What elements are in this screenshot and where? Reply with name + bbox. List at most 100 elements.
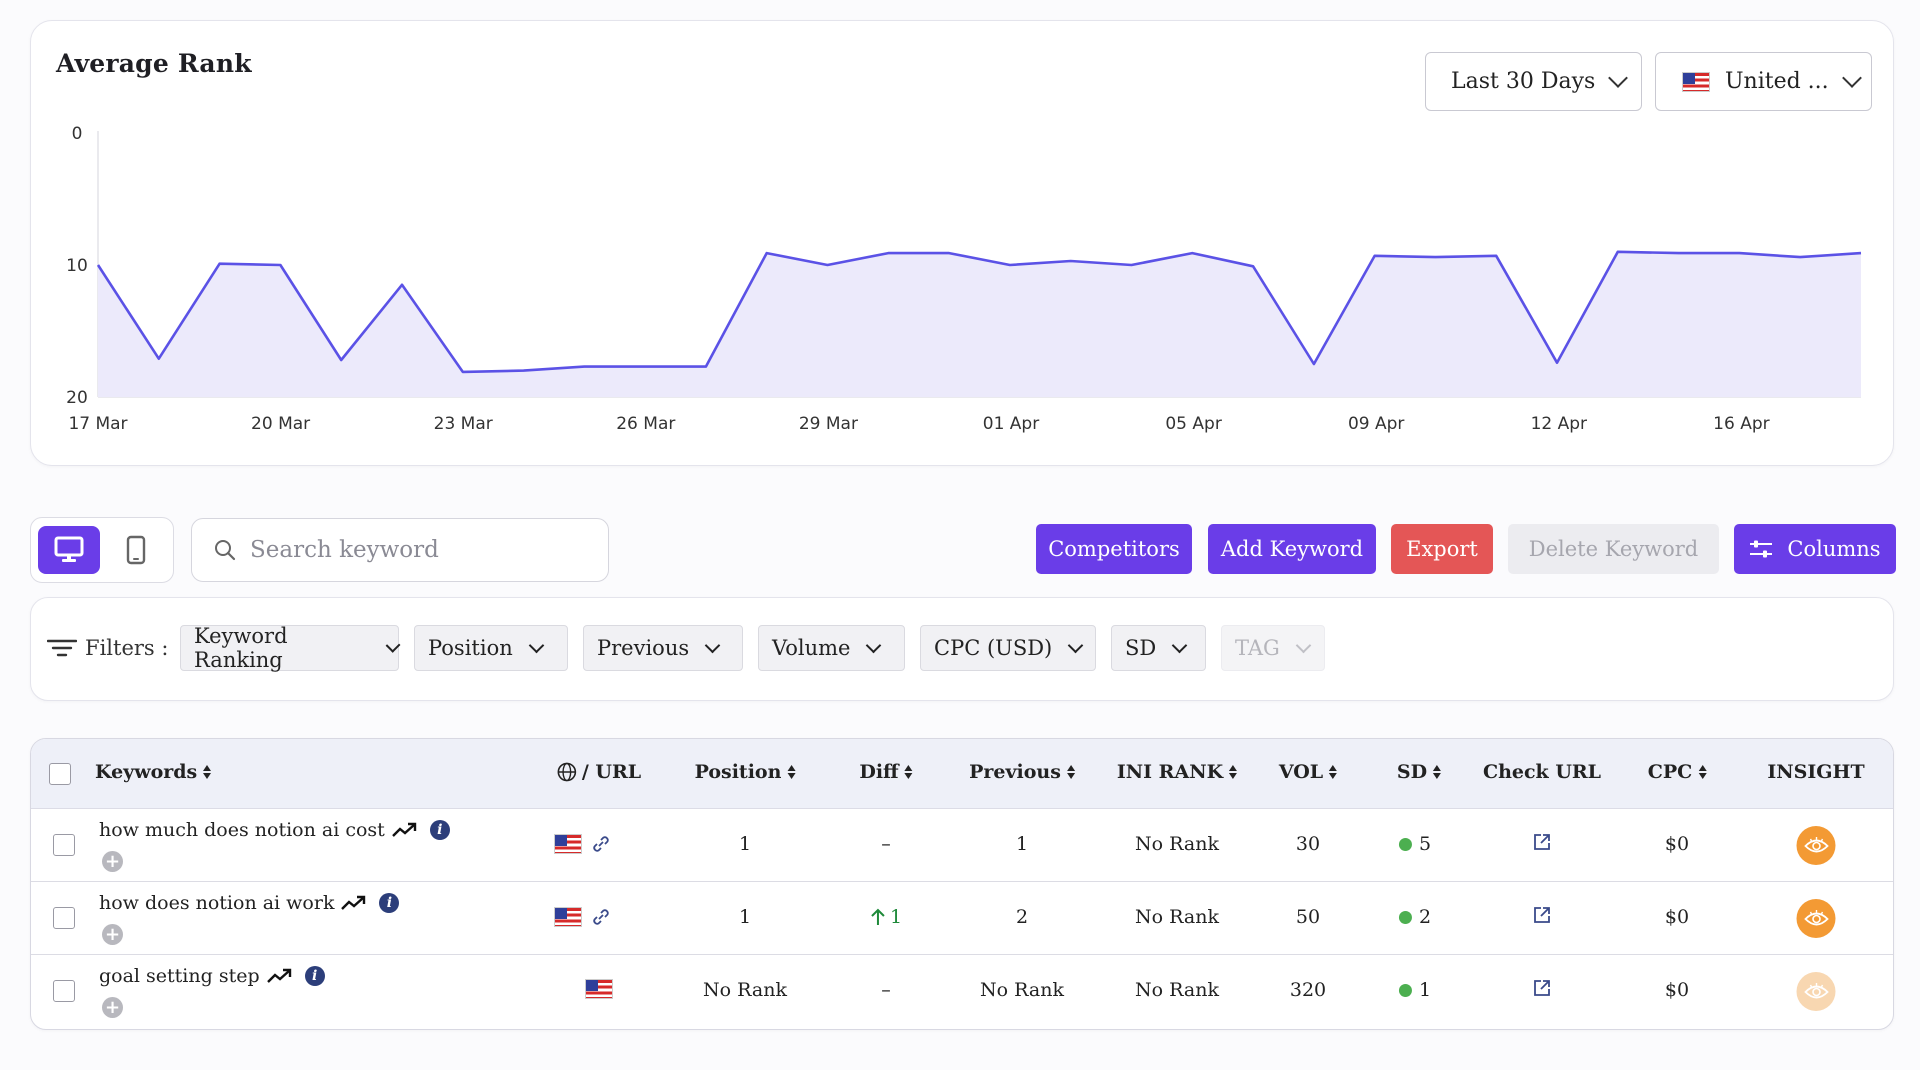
desktop-view-button[interactable] — [38, 526, 100, 574]
header-sd[interactable]: SD — [1397, 761, 1442, 783]
trend-up-icon[interactable] — [266, 968, 293, 984]
keyword-cell: how does notion ai work i — [99, 892, 400, 914]
y-tick-label: 10 — [66, 256, 88, 276]
chevron-down-icon — [704, 637, 721, 653]
average-rank-chart: 0 10 20 17 Mar 20 Mar 23 Mar 26 Mar 29 Mar 01 Ap… — [66, 124, 1862, 434]
table-row: how does notion ai work i + 1 1 2 No Ran… — [31, 882, 1893, 955]
chevron-down-icon — [1295, 637, 1312, 653]
add-tag-icon[interactable]: + — [102, 997, 123, 1018]
export-button[interactable]: Export — [1391, 524, 1493, 574]
info-icon[interactable]: i — [429, 820, 450, 840]
filter-label: Keyword Ranking — [194, 624, 288, 672]
search-keyword-input[interactable] — [250, 537, 580, 563]
insight-eye-icon[interactable] — [1796, 899, 1836, 938]
url-cell — [554, 833, 612, 855]
x-tick-label: 12 Apr — [1531, 414, 1587, 434]
date-range-dropdown[interactable]: Last 30 Days — [1425, 52, 1642, 111]
keyword-cell: goal setting step i — [99, 965, 325, 987]
country-dropdown[interactable]: United ... — [1655, 52, 1872, 111]
cpc-cell: $0 — [1664, 906, 1690, 928]
row-checkbox[interactable] — [53, 834, 75, 856]
select-all-checkbox[interactable] — [49, 763, 71, 785]
chevron-down-icon — [385, 637, 401, 653]
cpc-cell: $0 — [1664, 833, 1690, 855]
sort-icon — [203, 764, 212, 780]
keyword-text[interactable]: how much does notion ai cost — [99, 819, 385, 841]
sort-icon — [1066, 764, 1075, 780]
y-tick-label: 20 — [66, 388, 88, 408]
url-cell — [585, 979, 613, 999]
row-checkbox[interactable] — [53, 907, 75, 929]
sd-status-dot — [1398, 983, 1412, 997]
x-tick-label: 17 Mar — [68, 414, 127, 434]
keyword-text[interactable]: goal setting step — [99, 965, 260, 987]
mobile-view-button[interactable] — [105, 526, 167, 574]
header-position[interactable]: Position — [695, 761, 796, 783]
country-value: United ... — [1725, 69, 1829, 94]
link-icon[interactable] — [590, 833, 612, 855]
filter-label: TAG — [1235, 636, 1280, 660]
globe-icon — [557, 762, 577, 782]
header-previous[interactable]: Previous — [969, 761, 1075, 783]
keywords-table: Keywords / URL Position Diff Previous IN… — [30, 738, 1894, 1030]
x-tick-label: 23 Mar — [434, 414, 493, 434]
info-icon[interactable]: i — [379, 893, 400, 913]
chart-title: Average Rank — [56, 49, 252, 78]
trend-up-icon[interactable] — [341, 895, 367, 911]
diff-cell: – — [881, 833, 891, 855]
filter-sd[interactable]: SD — [1111, 625, 1206, 671]
columns-button[interactable]: Columns — [1734, 524, 1896, 574]
device-toggle — [30, 517, 174, 583]
competitors-button[interactable]: Competitors — [1036, 524, 1192, 574]
table-row: how much does notion ai cost i + 1 – 1 N… — [31, 809, 1893, 882]
x-tick-label: 09 Apr — [1348, 414, 1404, 434]
insight-eye-icon[interactable] — [1796, 826, 1836, 865]
add-tag-icon[interactable]: + — [102, 924, 123, 945]
us-flag-icon — [554, 834, 582, 854]
filters-label: Filters : — [47, 636, 168, 660]
info-icon[interactable]: i — [304, 966, 325, 986]
link-icon[interactable] — [590, 906, 612, 928]
check-url-cell — [1533, 979, 1551, 997]
keyword-cell: how much does notion ai cost i — [99, 819, 450, 841]
sort-icon — [1329, 764, 1338, 780]
sd-status-dot — [1398, 910, 1412, 924]
filter-cpc[interactable]: CPC (USD) — [920, 625, 1096, 671]
ini-rank-cell: No Rank — [1135, 906, 1219, 928]
filter-previous[interactable]: Previous — [583, 625, 743, 671]
filters-bar: Filters : Keyword Ranking Position Previ… — [30, 597, 1894, 701]
filter-icon — [47, 639, 77, 657]
add-tag-icon[interactable]: + — [102, 851, 123, 872]
sort-icon — [904, 764, 913, 780]
filter-volume[interactable]: Volume — [758, 625, 905, 671]
cpc-cell: $0 — [1664, 979, 1690, 1001]
filter-position[interactable]: Position — [414, 625, 568, 671]
x-tick-label: 16 Apr — [1713, 414, 1769, 434]
insight-cell — [1796, 826, 1836, 865]
vol-cell: 30 — [1295, 833, 1321, 855]
us-flag-icon — [585, 979, 613, 999]
sd-cell: 2 — [1398, 906, 1431, 928]
table-row: goal setting step i + No Rank – No Rank … — [31, 955, 1893, 1028]
header-keywords[interactable]: Keywords — [95, 761, 212, 783]
header-cpc[interactable]: CPC — [1648, 761, 1707, 783]
sd-cell: 1 — [1398, 979, 1431, 1001]
external-link-icon[interactable] — [1533, 906, 1551, 924]
sort-icon — [1229, 764, 1238, 780]
filter-keyword-ranking[interactable]: Keyword Ranking — [180, 624, 401, 672]
header-vol[interactable]: VOL — [1279, 761, 1338, 783]
add-keyword-button[interactable]: Add Keyword — [1208, 524, 1376, 574]
previous-cell: 1 — [1015, 833, 1029, 855]
keyword-text[interactable]: how does notion ai work — [99, 892, 335, 914]
insight-eye-icon[interactable] — [1796, 972, 1836, 1011]
row-checkbox[interactable] — [53, 980, 75, 1002]
rank-area-fill — [98, 251, 1861, 397]
external-link-icon[interactable] — [1533, 833, 1551, 851]
header-ini-rank[interactable]: INI RANK — [1117, 761, 1238, 783]
trend-up-icon[interactable] — [391, 822, 418, 838]
external-link-icon[interactable] — [1533, 979, 1551, 997]
delete-keyword-button[interactable]: Delete Keyword — [1508, 524, 1719, 574]
previous-cell: 2 — [1015, 906, 1029, 928]
vol-cell: 320 — [1289, 979, 1327, 1001]
header-diff[interactable]: Diff — [859, 761, 913, 783]
